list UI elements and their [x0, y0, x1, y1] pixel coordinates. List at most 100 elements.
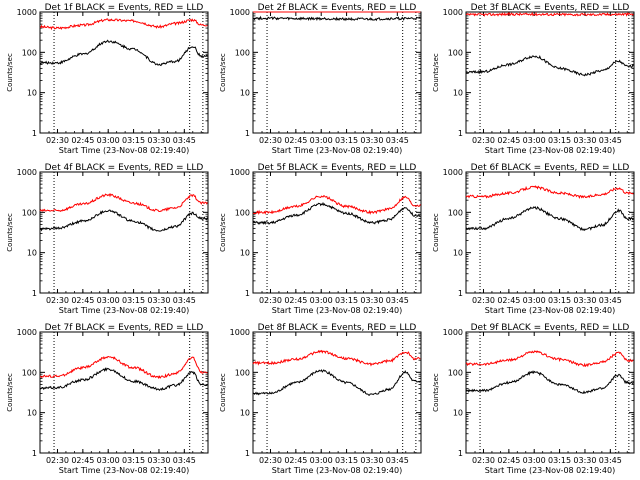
chart-title: Det 7f BLACK = Events, RED = LLD: [45, 323, 204, 333]
x-tick-label: 02:30: [472, 456, 495, 465]
chart-panel: Det 8f BLACK = Events, RED = LLD 1 10 100 10…: [219, 323, 422, 475]
x-tick-label: 03:00: [523, 456, 546, 465]
y-tick-label: 10: [27, 249, 37, 258]
x-tick-label: 03:30: [360, 296, 383, 305]
events-series-line: [465, 206, 634, 232]
events-series-line: [39, 367, 208, 391]
x-tick-label: 03:30: [360, 456, 383, 465]
y-tick-label: 100: [448, 208, 463, 217]
plot-frame: [252, 331, 422, 454]
x-tick-label: 02:45: [284, 456, 307, 465]
x-tick-label: 03:30: [147, 296, 170, 305]
y-tick-label: 1: [458, 129, 463, 138]
x-tick-label: 03:45: [386, 136, 409, 145]
x-tick-label: 02:30: [259, 136, 282, 145]
lld-series-line: [39, 18, 208, 31]
x-tick-label: 03:15: [122, 296, 145, 305]
x-tick-label: 03:30: [573, 296, 596, 305]
lld-series-line: [465, 185, 634, 200]
y-tick-label: 1000: [230, 8, 250, 17]
y-tick-label: 10: [240, 249, 250, 258]
y-tick-label: 1: [32, 129, 37, 138]
x-tick-label: 03:15: [548, 456, 571, 465]
x-tick-label: 02:30: [259, 456, 282, 465]
y-tick-label: 100: [235, 48, 250, 57]
x-tick-label: 02:45: [71, 456, 94, 465]
events-series-line: [465, 55, 634, 77]
plot-frame: [252, 11, 422, 134]
x-axis-label: Start Time (23-Nov-08 02:19:40): [485, 306, 615, 315]
chart-title: Det 1f BLACK = Events, RED = LLD: [45, 3, 204, 13]
x-axis-label: Start Time (23-Nov-08 02:19:40): [272, 466, 402, 475]
chart-panel: Det 6f BLACK = Events, RED = LLD 1 10 100 10…: [432, 163, 635, 315]
y-axis-label: Counts/sec: [432, 53, 440, 92]
x-tick-label: 02:30: [46, 296, 69, 305]
y-axis-label: Counts/sec: [432, 373, 440, 412]
x-tick-label: 03:00: [97, 296, 120, 305]
y-tick-label: 100: [448, 48, 463, 57]
x-tick-label: 03:30: [360, 136, 383, 145]
x-tick-label: 03:45: [599, 456, 622, 465]
y-tick-label: 1: [245, 289, 250, 298]
x-tick-label: 03:00: [310, 456, 333, 465]
x-tick-label: 02:30: [259, 296, 282, 305]
chart-panel: Det 5f BLACK = Events, RED = LLD 1 10 100 10…: [219, 163, 422, 315]
y-tick-label: 1: [245, 449, 250, 458]
y-tick-label: 1000: [17, 168, 37, 177]
y-tick-label: 1: [32, 289, 37, 298]
x-axis-label: Start Time (23-Nov-08 02:19:40): [485, 466, 615, 475]
x-tick-label: 02:45: [284, 136, 307, 145]
lld-series-line: [465, 11, 634, 17]
y-tick-label: 10: [27, 409, 37, 418]
x-tick-label: 02:30: [46, 456, 69, 465]
plot-frame: [465, 171, 635, 294]
y-tick-label: 10: [240, 409, 250, 418]
lld-series-line: [39, 193, 208, 212]
x-tick-label: 03:15: [335, 456, 358, 465]
y-tick-label: 100: [235, 208, 250, 217]
lld-series-line: [465, 350, 634, 368]
x-tick-label: 03:15: [335, 296, 358, 305]
x-tick-label: 03:15: [335, 136, 358, 145]
x-axis-label: Start Time (23-Nov-08 02:19:40): [485, 146, 615, 155]
x-tick-label: 02:45: [497, 456, 520, 465]
x-axis-label: Start Time (23-Nov-08 02:19:40): [59, 306, 189, 315]
x-axis-label: Start Time (23-Nov-08 02:19:40): [59, 146, 189, 155]
y-tick-label: 100: [235, 368, 250, 377]
events-series-line: [39, 209, 208, 232]
x-tick-label: 03:45: [386, 296, 409, 305]
plot-frame: [252, 171, 422, 294]
y-tick-label: 1000: [230, 168, 250, 177]
events-series-line: [253, 15, 421, 22]
plot-frame: [465, 331, 635, 454]
chart-title: Det 3f BLACK = Events, RED = LLD: [471, 3, 630, 13]
x-tick-label: 02:30: [472, 136, 495, 145]
x-tick-label: 03:30: [147, 136, 170, 145]
y-tick-label: 100: [22, 48, 37, 57]
x-tick-label: 03:00: [523, 296, 546, 305]
x-tick-label: 03:15: [548, 296, 571, 305]
x-axis-label: Start Time (23-Nov-08 02:19:40): [272, 146, 402, 155]
lld-series-line: [253, 195, 421, 215]
events-series-line: [465, 370, 634, 395]
y-tick-label: 1: [32, 449, 37, 458]
chart-title: Det 9f BLACK = Events, RED = LLD: [471, 323, 630, 333]
y-axis-label: Counts/sec: [432, 213, 440, 252]
x-axis-label: Start Time (23-Nov-08 02:19:40): [272, 306, 402, 315]
y-tick-label: 1: [458, 289, 463, 298]
events-series-line: [39, 39, 208, 67]
x-tick-label: 02:45: [497, 296, 520, 305]
chart-title: Det 5f BLACK = Events, RED = LLD: [258, 163, 417, 173]
chart-panel: Det 9f BLACK = Events, RED = LLD 1 10 100 10…: [432, 323, 635, 475]
x-tick-label: 03:45: [599, 136, 622, 145]
x-tick-label: 03:00: [97, 456, 120, 465]
chart-panel: Det 1f BLACK = Events, RED = LLD 1 10 100 10…: [6, 3, 209, 155]
plot-frame: [39, 11, 209, 134]
y-tick-label: 1000: [17, 328, 37, 337]
y-axis-label: Counts/sec: [6, 53, 14, 92]
y-tick-label: 1000: [443, 328, 463, 337]
lld-series-line: [252, 349, 421, 367]
x-tick-label: 03:45: [173, 296, 196, 305]
x-tick-label: 03:30: [573, 136, 596, 145]
plot-frame: [465, 11, 635, 134]
